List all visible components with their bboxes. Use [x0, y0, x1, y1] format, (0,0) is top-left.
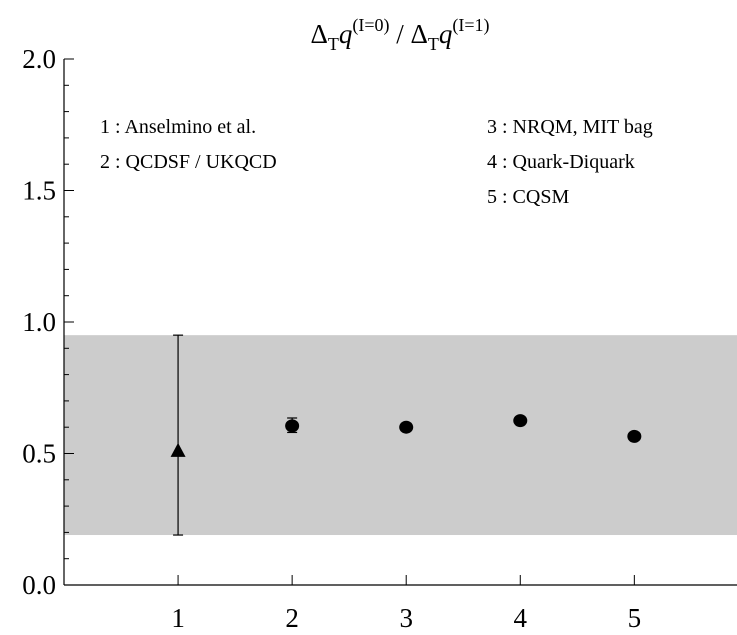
title-var-2: q: [439, 19, 453, 49]
uncertainty-band: [64, 335, 737, 536]
title-sup-2: (I=1): [452, 15, 489, 36]
x-tick-label: 4: [514, 603, 528, 633]
chart-title: ΔTq(I=0) / ΔTq(I=1): [310, 15, 489, 54]
x-tick-label: 1: [171, 603, 185, 633]
x-tick-label: 5: [628, 603, 642, 633]
title-sep: /: [389, 19, 410, 49]
y-tick-label: 0.5: [22, 439, 56, 469]
data-point-3: [399, 420, 414, 434]
band-layer: [64, 335, 737, 536]
legend-entry-3: 3 : NRQM, MIT bag: [487, 116, 653, 138]
title-delta-1: Δ: [310, 19, 327, 49]
legend-entry-5: 5 : CQSM: [487, 186, 569, 208]
title-var-1: q: [339, 19, 353, 49]
title-sub-1: T: [328, 34, 339, 54]
title-sup-1: (I=0): [352, 15, 389, 36]
legend-entry-2: 2 : QCDSF / UKQCD: [100, 151, 277, 173]
title-delta-2: Δ: [411, 19, 428, 49]
y-tick-label: 1.0: [22, 307, 56, 337]
data-points: [170, 334, 642, 536]
legend: 1 : Anselmino et al. 2 : QCDSF / UKQCD 3…: [100, 116, 653, 208]
title-sub-2: T: [428, 34, 439, 54]
legend-entry-1: 1 : Anselmino et al.: [100, 116, 256, 138]
ticks: 0.0 0.5 1.0 1.5 2.0 1 2 3 4 5: [22, 44, 641, 633]
data-point-4: [513, 414, 528, 428]
x-tick-label: 2: [285, 603, 299, 633]
data-point-1: [170, 442, 186, 457]
data-point-5: [627, 429, 642, 443]
y-tick-label: 0.0: [22, 570, 56, 600]
y-tick-label: 2.0: [22, 44, 56, 74]
data-point-2: [285, 419, 300, 433]
x-tick-label: 3: [399, 603, 413, 633]
y-tick-label: 1.5: [22, 176, 56, 206]
legend-entry-4: 4 : Quark-Diquark: [487, 151, 635, 173]
